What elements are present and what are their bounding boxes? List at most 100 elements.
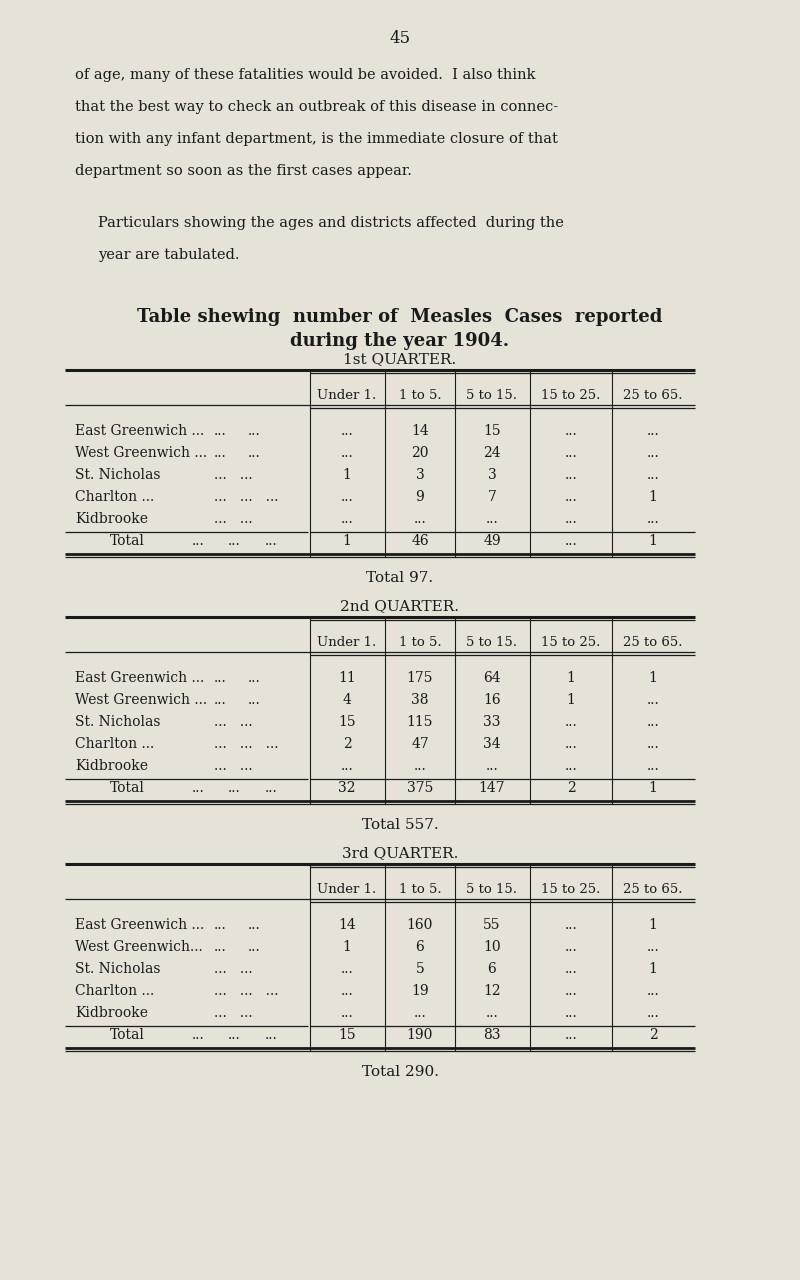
Text: ...: ... bbox=[214, 671, 226, 685]
Text: ...: ... bbox=[341, 984, 354, 998]
Text: ...: ... bbox=[486, 1006, 498, 1020]
Text: ...: ... bbox=[565, 534, 578, 548]
Text: ...   ...   ...: ... ... ... bbox=[214, 490, 278, 504]
Text: ...   ...: ... ... bbox=[214, 468, 253, 483]
Text: year are tabulated.: year are tabulated. bbox=[98, 248, 239, 262]
Text: 2nd QUARTER.: 2nd QUARTER. bbox=[341, 599, 459, 613]
Text: ...: ... bbox=[646, 512, 659, 526]
Text: ...: ... bbox=[192, 1028, 205, 1042]
Text: ...: ... bbox=[341, 445, 354, 460]
Text: West Greenwich ...: West Greenwich ... bbox=[75, 445, 207, 460]
Text: ...: ... bbox=[248, 692, 261, 707]
Text: ...: ... bbox=[214, 424, 226, 438]
Text: 3: 3 bbox=[416, 468, 424, 483]
Text: ...: ... bbox=[565, 490, 578, 504]
Text: 1: 1 bbox=[649, 534, 658, 548]
Text: 15: 15 bbox=[338, 716, 356, 730]
Text: ...: ... bbox=[565, 918, 578, 932]
Text: 3rd QUARTER.: 3rd QUARTER. bbox=[342, 846, 458, 860]
Text: ...   ...: ... ... bbox=[214, 759, 253, 773]
Text: ...: ... bbox=[646, 984, 659, 998]
Text: ...: ... bbox=[565, 1006, 578, 1020]
Text: 375: 375 bbox=[407, 781, 433, 795]
Text: Particulars showing the ages and districts affected  during the: Particulars showing the ages and distric… bbox=[98, 216, 564, 230]
Text: during the year 1904.: during the year 1904. bbox=[290, 332, 510, 349]
Text: ...: ... bbox=[248, 671, 261, 685]
Text: that the best way to check an outbreak of this disease in connec-: that the best way to check an outbreak o… bbox=[75, 100, 558, 114]
Text: ...: ... bbox=[341, 1006, 354, 1020]
Text: 47: 47 bbox=[411, 737, 429, 751]
Text: ...   ...: ... ... bbox=[214, 716, 253, 730]
Text: 45: 45 bbox=[390, 29, 410, 47]
Text: ...: ... bbox=[565, 940, 578, 954]
Text: Kidbrooke: Kidbrooke bbox=[75, 1006, 148, 1020]
Text: 4: 4 bbox=[342, 692, 351, 707]
Text: ...: ... bbox=[214, 918, 226, 932]
Text: 5: 5 bbox=[416, 963, 424, 975]
Text: ...: ... bbox=[565, 716, 578, 730]
Text: ...: ... bbox=[341, 512, 354, 526]
Text: of age, many of these fatalities would be avoided.  I also think: of age, many of these fatalities would b… bbox=[75, 68, 535, 82]
Text: 15: 15 bbox=[483, 424, 501, 438]
Text: ...: ... bbox=[228, 1028, 241, 1042]
Text: Total: Total bbox=[110, 1028, 145, 1042]
Text: 32: 32 bbox=[338, 781, 356, 795]
Text: ...   ...   ...: ... ... ... bbox=[214, 737, 278, 751]
Text: Total 97.: Total 97. bbox=[366, 571, 434, 585]
Text: ...: ... bbox=[565, 468, 578, 483]
Text: Kidbrooke: Kidbrooke bbox=[75, 512, 148, 526]
Text: ...   ...: ... ... bbox=[214, 512, 253, 526]
Text: 83: 83 bbox=[483, 1028, 501, 1042]
Text: 20: 20 bbox=[411, 445, 429, 460]
Text: 33: 33 bbox=[483, 716, 501, 730]
Text: ...: ... bbox=[248, 445, 261, 460]
Text: Charlton ...: Charlton ... bbox=[75, 984, 154, 998]
Text: ...: ... bbox=[214, 940, 226, 954]
Text: 2: 2 bbox=[342, 737, 351, 751]
Text: ...: ... bbox=[341, 424, 354, 438]
Text: 1st QUARTER.: 1st QUARTER. bbox=[343, 352, 457, 366]
Text: ...: ... bbox=[646, 737, 659, 751]
Text: ...: ... bbox=[214, 692, 226, 707]
Text: 38: 38 bbox=[411, 692, 429, 707]
Text: 24: 24 bbox=[483, 445, 501, 460]
Text: ...   ...: ... ... bbox=[214, 1006, 253, 1020]
Text: 5 to 15.: 5 to 15. bbox=[466, 389, 518, 402]
Text: 2: 2 bbox=[649, 1028, 658, 1042]
Text: 15 to 25.: 15 to 25. bbox=[542, 389, 601, 402]
Text: 25 to 65.: 25 to 65. bbox=[623, 883, 682, 896]
Text: East Greenwich ...: East Greenwich ... bbox=[75, 918, 204, 932]
Text: East Greenwich ...: East Greenwich ... bbox=[75, 671, 204, 685]
Text: 7: 7 bbox=[487, 490, 497, 504]
Text: St. Nicholas: St. Nicholas bbox=[75, 468, 161, 483]
Text: 64: 64 bbox=[483, 671, 501, 685]
Text: 6: 6 bbox=[416, 940, 424, 954]
Text: ...: ... bbox=[248, 424, 261, 438]
Text: ...: ... bbox=[341, 490, 354, 504]
Text: 1: 1 bbox=[649, 781, 658, 795]
Text: ...: ... bbox=[414, 512, 426, 526]
Text: 1: 1 bbox=[649, 963, 658, 975]
Text: 190: 190 bbox=[407, 1028, 433, 1042]
Text: ...: ... bbox=[565, 1028, 578, 1042]
Text: ...   ...   ...: ... ... ... bbox=[214, 984, 278, 998]
Text: ...: ... bbox=[414, 759, 426, 773]
Text: Total 557.: Total 557. bbox=[362, 818, 438, 832]
Text: ...: ... bbox=[341, 759, 354, 773]
Text: 25 to 65.: 25 to 65. bbox=[623, 389, 682, 402]
Text: ...: ... bbox=[646, 716, 659, 730]
Text: ...: ... bbox=[646, 468, 659, 483]
Text: ...: ... bbox=[646, 940, 659, 954]
Text: Under 1.: Under 1. bbox=[318, 883, 377, 896]
Text: 15 to 25.: 15 to 25. bbox=[542, 883, 601, 896]
Text: 5 to 15.: 5 to 15. bbox=[466, 636, 518, 649]
Text: ...: ... bbox=[214, 445, 226, 460]
Text: ...: ... bbox=[646, 692, 659, 707]
Text: ...: ... bbox=[565, 963, 578, 975]
Text: ...: ... bbox=[486, 512, 498, 526]
Text: 2: 2 bbox=[566, 781, 575, 795]
Text: 34: 34 bbox=[483, 737, 501, 751]
Text: East Greenwich ...: East Greenwich ... bbox=[75, 424, 204, 438]
Text: 15: 15 bbox=[338, 1028, 356, 1042]
Text: ...: ... bbox=[248, 940, 261, 954]
